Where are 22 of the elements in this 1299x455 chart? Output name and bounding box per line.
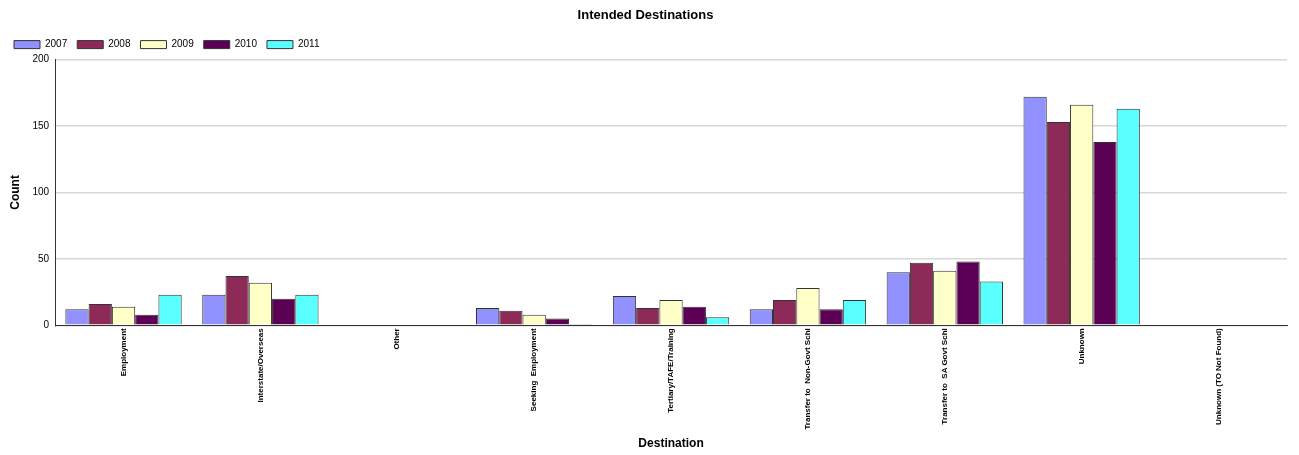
legend-label: 2010 — [234, 38, 258, 50]
y-tick-label: 50 — [37, 252, 50, 264]
y-tick-label: 100 — [32, 186, 50, 198]
x-tick-label: Seeking Employment — [529, 327, 539, 412]
chart-title: Intended Destinations — [577, 7, 714, 23]
y-tick-label: 150 — [32, 119, 50, 131]
x-tick-label: Tertiary/TAFE/Training — [666, 328, 676, 413]
x-tick-label: Unknown (TO Not Found) — [1213, 327, 1223, 425]
x-tick-label: Employment — [118, 327, 128, 377]
x-tick-label: Transfer to SA Govt Schl — [940, 328, 949, 425]
x-tick-label: Other — [392, 328, 402, 350]
y-tick-label: 0 — [43, 319, 50, 331]
x-tick-label: Transfer to Non-Govt Schl — [803, 328, 813, 430]
y-tick-label: 200 — [32, 53, 50, 65]
x-tick-label: Interstate/Overseas — [255, 327, 265, 403]
x-axis-title: Destination — [638, 436, 704, 451]
x-tick-label: Unknown — [1076, 328, 1086, 365]
y-axis-title: Count — [7, 175, 22, 210]
legend-label: 2007 — [45, 38, 68, 50]
legend-label: 2011 — [297, 38, 320, 50]
legend-label: 2008 — [108, 38, 131, 50]
legend-label: 2009 — [171, 38, 195, 50]
